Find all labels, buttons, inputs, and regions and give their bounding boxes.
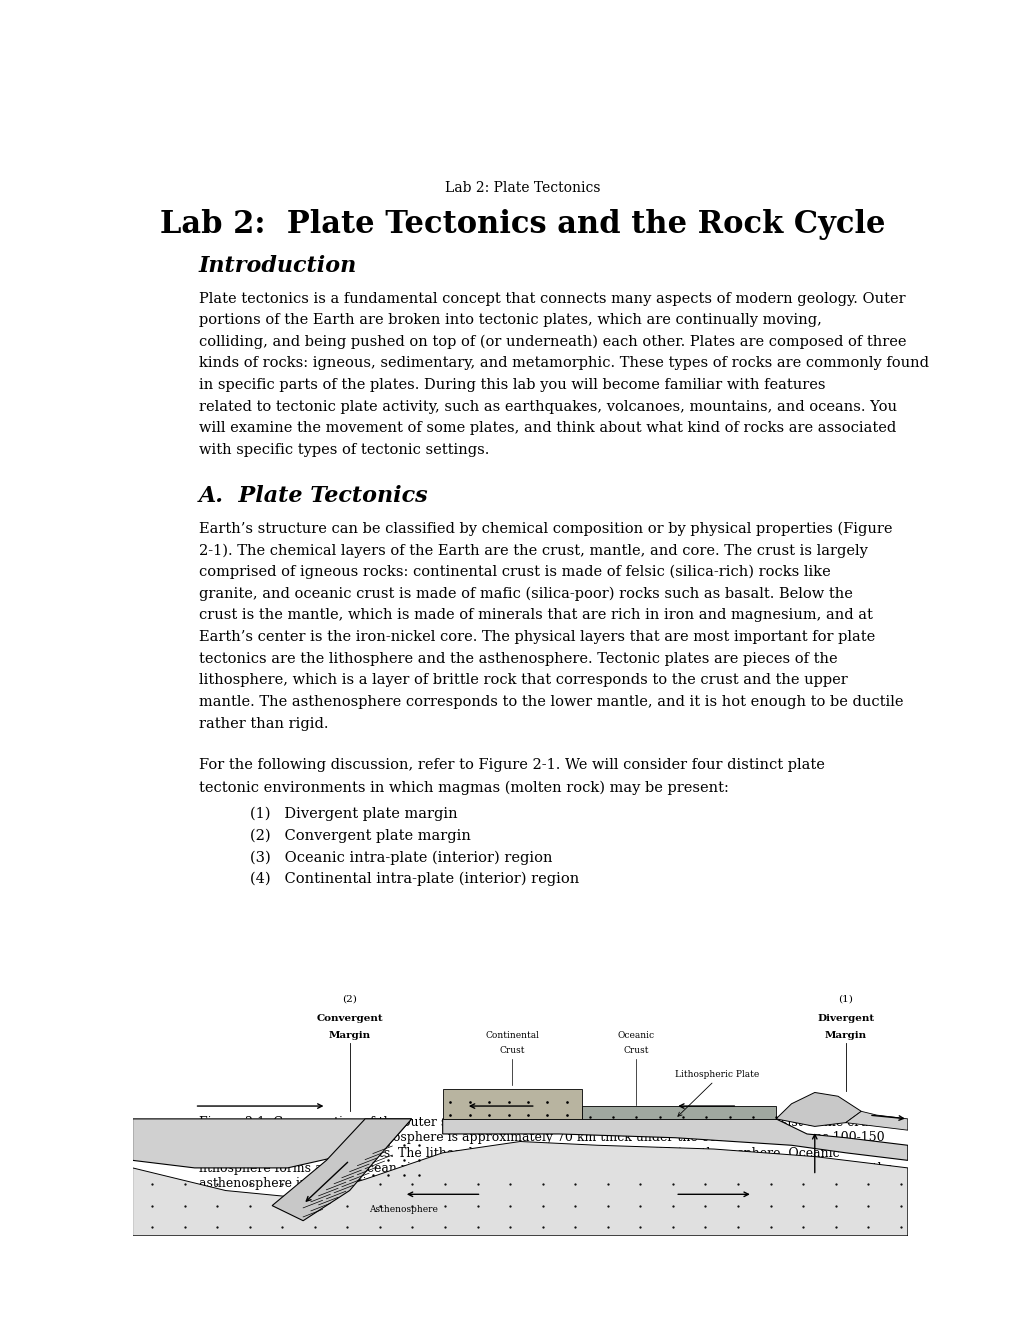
Text: crust is the mantle, which is made of minerals that are rich in iron and magnesi: crust is the mantle, which is made of mi… [199, 609, 871, 622]
Text: rather than rigid.: rather than rigid. [199, 717, 328, 730]
Text: portions of the Earth are broken into tectonic plates, which are continually mov: portions of the Earth are broken into te… [199, 313, 820, 327]
Text: lithosphere forms at mid-ocean ridges (divergent margins) from rising molten roc: lithosphere forms at mid-ocean ridges (d… [199, 1162, 892, 1175]
Polygon shape [132, 1142, 907, 1236]
Text: related to tectonic plate activity, such as earthquakes, volcanoes, mountains, a: related to tectonic plate activity, such… [199, 400, 896, 413]
Text: (4)   Continental intra-plate (interior) region: (4) Continental intra-plate (interior) r… [250, 871, 579, 886]
Text: Figure 2-1: Cross-section of the outer solid Earth. The lithospheric plates are : Figure 2-1: Cross-section of the outer s… [199, 1115, 878, 1129]
Polygon shape [272, 1119, 412, 1221]
Text: km thick under the continents. The lithosphere overlies the ductile (flexible) a: km thick under the continents. The litho… [199, 1147, 839, 1159]
Text: Earth’s structure can be classified by chemical composition or by physical prope: Earth’s structure can be classified by c… [199, 521, 892, 536]
Text: (1): (1) [838, 995, 852, 1005]
Text: Convergent: Convergent [316, 1014, 382, 1023]
Polygon shape [442, 1119, 907, 1160]
Text: A.  Plate Tectonics: A. Plate Tectonics [199, 484, 428, 507]
Text: Earth’s center is the iron-nickel core. The physical layers that are most import: Earth’s center is the iron-nickel core. … [199, 630, 874, 644]
Text: 2-1). The chemical layers of the Earth are the crust, mantle, and core. The crus: 2-1). The chemical layers of the Earth a… [199, 544, 867, 558]
Text: (2)   Convergent plate margin: (2) Convergent plate margin [250, 829, 471, 843]
Polygon shape [442, 1089, 582, 1119]
Text: kinds of rocks: igneous, sedimentary, and metamorphic. These types of rocks are : kinds of rocks: igneous, sedimentary, an… [199, 356, 927, 371]
Text: Lab 2:  Plate Tectonics and the Rock Cycle: Lab 2: Plate Tectonics and the Rock Cycl… [160, 210, 884, 240]
Text: Lab 2: Plate Tectonics: Lab 2: Plate Tectonics [444, 181, 600, 195]
Text: tectonics are the lithosphere and the asthenosphere. Tectonic plates are pieces : tectonics are the lithosphere and the as… [199, 652, 837, 665]
Polygon shape [132, 1119, 412, 1168]
Text: tectonic environments in which magmas (molten rock) may be present:: tectonic environments in which magmas (m… [199, 780, 728, 795]
Polygon shape [582, 1106, 775, 1119]
Text: Introduction: Introduction [199, 255, 357, 277]
Text: colliding, and being pushed on top of (or underneath) each other. Plates are com: colliding, and being pushed on top of (o… [199, 335, 905, 350]
Text: Margin: Margin [824, 1031, 866, 1040]
Text: (3)   Oceanic intra-plate (interior) region: (3) Oceanic intra-plate (interior) regio… [250, 850, 552, 865]
Text: Crust: Crust [499, 1047, 525, 1055]
Text: 1: 1 [518, 1156, 527, 1171]
Text: Lithospheric Plate: Lithospheric Plate [675, 1071, 759, 1080]
Text: comprised of igneous rocks: continental crust is made of felsic (silica-rich) ro: comprised of igneous rocks: continental … [199, 565, 829, 579]
Text: granite, and oceanic crust is made of mafic (silica-poor) rocks such as basalt. : granite, and oceanic crust is made of ma… [199, 586, 852, 601]
Text: For the following discussion, refer to Figure 2-1. We will consider four distinc: For the following discussion, refer to F… [199, 759, 823, 772]
Text: Margin: Margin [328, 1031, 370, 1040]
Text: and the upper mantle. The lithosphere is approximately 70 km thick under the oce: and the upper mantle. The lithosphere is… [199, 1131, 883, 1144]
Text: with specific types of tectonic settings.: with specific types of tectonic settings… [199, 444, 488, 457]
Text: will examine the movement of some plates, and think about what kind of rocks are: will examine the movement of some plates… [199, 421, 895, 436]
Text: (1)   Divergent plate margin: (1) Divergent plate margin [250, 807, 458, 821]
Text: Asthenosphere: Asthenosphere [369, 1205, 438, 1213]
Text: Oceanic: Oceanic [618, 1031, 654, 1040]
Text: lithosphere, which is a layer of brittle rock that corresponds to the crust and : lithosphere, which is a layer of brittle… [199, 673, 847, 688]
Polygon shape [775, 1093, 860, 1126]
Text: asthenosphere in subduction zones (convergent margins).: asthenosphere in subduction zones (conve… [199, 1177, 566, 1191]
Text: mantle. The asthenosphere corresponds to the lower mantle, and it is hot enough : mantle. The asthenosphere corresponds to… [199, 694, 902, 709]
Text: in specific parts of the plates. During this lab you will become familiar with f: in specific parts of the plates. During … [199, 378, 824, 392]
Polygon shape [845, 1111, 907, 1130]
Text: Plate tectonics is a fundamental concept that connects many aspects of modern ge: Plate tectonics is a fundamental concept… [199, 292, 905, 305]
Text: Continental: Continental [485, 1031, 539, 1040]
Text: (2): (2) [342, 995, 357, 1005]
Text: Divergent: Divergent [816, 1014, 873, 1023]
Text: Crust: Crust [624, 1047, 649, 1055]
